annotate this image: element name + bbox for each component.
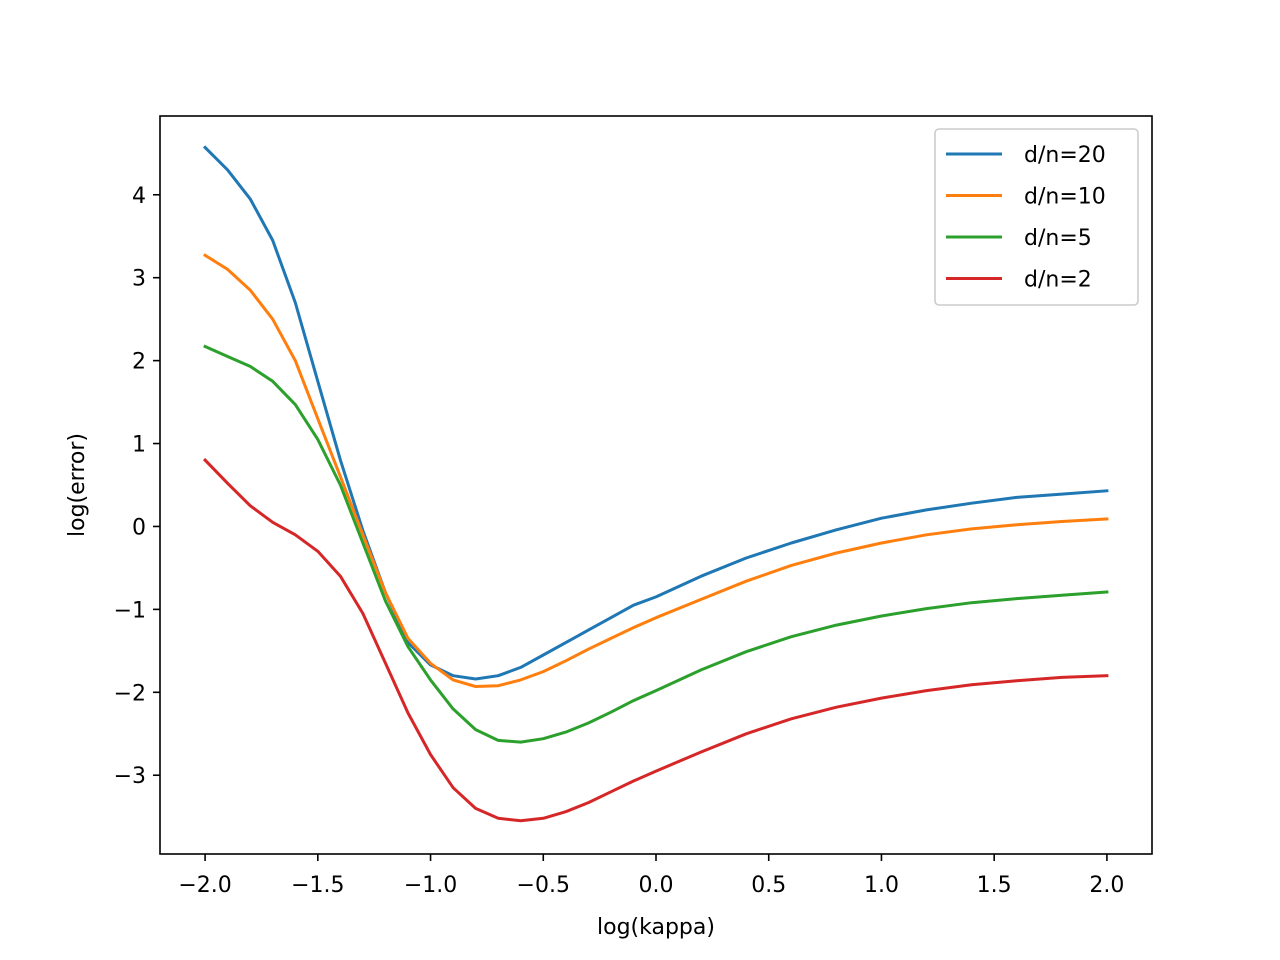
legend: d/n=20 d/n=10 d/n=5 d/n=2: [934, 128, 1139, 306]
y-axis-label: log(error): [65, 433, 90, 537]
y-tick-label: 0: [132, 515, 146, 540]
x-tick-label: −1.5: [291, 873, 344, 898]
x-tick-label: 0.0: [639, 873, 674, 898]
x-tick-label: 2.0: [1089, 873, 1124, 898]
x-tick-label: −0.5: [517, 873, 570, 898]
x-tick-label: 1.5: [977, 873, 1012, 898]
legend-box: [934, 128, 1139, 306]
y-tick-label: 3: [132, 267, 146, 292]
x-axis-ticks: −2.0 −1.5 −1.0 −0.5 0.0 0.5 1.0 1.5 2.0: [178, 854, 1124, 898]
series-line-3: [203, 344, 1109, 744]
x-tick-label: 1.0: [864, 873, 899, 898]
legend-label-4: d/n=2: [1024, 268, 1092, 293]
y-tick-label: −2: [114, 681, 146, 706]
y-tick-label: 4: [132, 184, 146, 209]
series-line-1: [202, 145, 1109, 681]
x-axis-label: log(kappa): [597, 915, 715, 940]
y-tick-label: −3: [114, 764, 146, 789]
y-tick-label: −1: [114, 598, 146, 623]
x-tick-label: −1.0: [404, 873, 457, 898]
series-line-2: [203, 253, 1109, 688]
y-tick-label: 2: [132, 350, 146, 375]
x-tick-label: 0.5: [751, 873, 786, 898]
legend-label-1: d/n=20: [1024, 143, 1106, 168]
series-line-4: [202, 457, 1109, 823]
series-lines: [202, 145, 1109, 823]
y-tick-label: 1: [132, 433, 146, 458]
legend-label-3: d/n=5: [1024, 226, 1092, 251]
legend-label-2: d/n=10: [1024, 185, 1106, 210]
x-tick-label: −2.0: [178, 873, 231, 898]
y-axis-ticks: −3 −2 −1 0 1 2 3 4: [114, 184, 160, 789]
